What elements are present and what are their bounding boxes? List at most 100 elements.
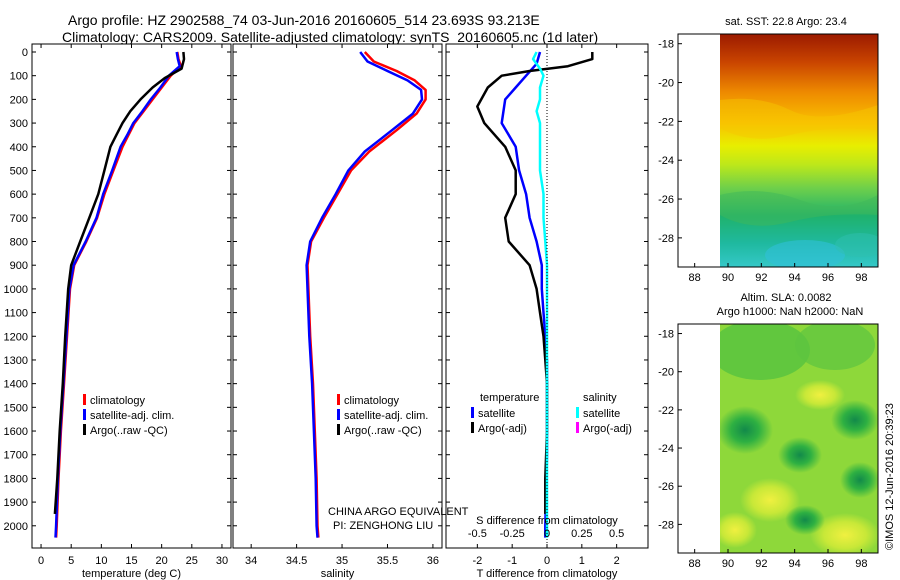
x-tick-label: 34 [245, 555, 257, 567]
map-y-tick-label: -18 [658, 329, 674, 341]
figure-title-line-1: Argo profile: HZ 2902588_74 03-Jun-2016 … [68, 12, 540, 28]
map-x-tick-label: 88 [689, 558, 701, 570]
x-tick-label: 35.5 [377, 555, 398, 567]
sla-map-title: Altim. SLA: 0.0082 [740, 292, 831, 304]
map-x-tick-label: 88 [689, 272, 701, 284]
map-x-tick-label: 98 [855, 558, 867, 570]
depth-tick-label: 1100 [4, 308, 28, 320]
temperature-xlabel: temperature (deg C) [82, 568, 181, 580]
legend-label: Argo(..raw -QC) [344, 425, 422, 437]
depth-tick-label: 1500 [4, 402, 28, 414]
x-tick-label: 0 [544, 555, 550, 567]
map-x-tick-label: 90 [722, 272, 734, 284]
series-line [53, 51, 186, 514]
map-y-tick-label: -22 [658, 405, 674, 417]
legend-swatch [337, 424, 340, 435]
legend-label: satellite [478, 408, 515, 420]
legend-swatch [471, 407, 474, 418]
map-x-tick-label: 98 [855, 272, 867, 284]
legend-label: satellite-adj. clim. [344, 410, 428, 422]
depth-tick-label: 1800 [4, 473, 28, 485]
temperature-frame [31, 43, 232, 549]
depth-tick-label: 1000 [4, 284, 28, 296]
map-y-tick-label: -28 [658, 233, 674, 245]
sla-map-panel: Altim. SLA: 0.0082 Argo h1000: NaN h2000… [658, 292, 879, 570]
depth-tick-label: 800 [10, 237, 28, 249]
map-y-tick-label: -18 [658, 39, 674, 51]
x-tick-label: 20 [156, 555, 168, 567]
map-y-tick-label: -22 [658, 116, 674, 128]
legend-label: Argo(-adj) [478, 423, 527, 435]
s-tick-label: -0.25 [500, 528, 525, 540]
map-x-tick-label: 90 [722, 558, 734, 570]
legend-label: climatology [344, 395, 400, 407]
map-x-tick-label: 92 [755, 558, 767, 570]
map-y-tick-label: -26 [658, 194, 674, 206]
map-y-tick-label: -20 [658, 78, 674, 90]
x-tick-label: 2 [614, 555, 620, 567]
map-x-tick-label: 96 [822, 272, 834, 284]
legend-swatch [83, 424, 86, 435]
salinity-frame [232, 43, 443, 549]
legend-swatch [337, 394, 340, 405]
x-tick-label: 35 [336, 555, 348, 567]
map-y-tick-label: -24 [658, 155, 674, 167]
salinity-xlabel: salinity [321, 568, 355, 580]
depth-tick-label: 500 [10, 165, 28, 177]
depth-tick-label: 1300 [4, 355, 28, 367]
legend-header: salinity [583, 392, 617, 404]
sst-map-panel: sat. SST: 22.8 Argo: 23.4 88 90 92 94 96 98 -1… [658, 16, 879, 284]
x-tick-label: 36 [427, 555, 439, 567]
depth-tick-label: 100 [10, 71, 28, 83]
sst-map-title: sat. SST: 22.8 Argo: 23.4 [725, 16, 847, 28]
legend-label: Argo(-adj) [583, 423, 632, 435]
sst-map-field [720, 34, 878, 267]
s-tick-label: 0.5 [609, 528, 624, 540]
sla-map-field [720, 324, 878, 553]
s-tick-label: 0.25 [571, 528, 592, 540]
map-y-tick-label: -24 [658, 443, 674, 455]
depth-tick-label: 1600 [4, 426, 28, 438]
sla-map-subtitle: Argo h1000: NaN h2000: NaN [717, 306, 864, 318]
depth-tick-label: 400 [10, 142, 28, 154]
map-x-tick-label: 92 [755, 272, 767, 284]
series-line [305, 51, 424, 538]
legend-swatch [337, 409, 340, 420]
salinity-panel: 34 34.5 35 35.5 36 salinity climatology satelli… [232, 43, 443, 580]
depth-tick-label: 1400 [4, 379, 28, 391]
map-y-tick-label: -20 [658, 367, 674, 379]
map-y-tick-label: -26 [658, 481, 674, 493]
depth-tick-label: 0 [22, 47, 28, 59]
s-tick-label: -0.5 [468, 528, 487, 540]
figure-title-line-2: Climatology: CARS2009. Satellite-adjuste… [62, 29, 599, 45]
difference-xlabel: T difference from climatology [477, 568, 618, 580]
legend-label: satellite [583, 408, 620, 420]
depth-tick-label: 300 [10, 118, 28, 130]
legend-swatch [83, 409, 86, 420]
credit-text: ©IMOS 12-Jun-2016 20:39:23 [884, 403, 896, 550]
x-tick-label: 1 [579, 555, 585, 567]
x-tick-label: 15 [125, 555, 137, 567]
s-tick-label: 0 [544, 528, 550, 540]
legend-swatch [83, 394, 86, 405]
sst-map-frame [677, 33, 879, 268]
x-tick-label: 5 [68, 555, 74, 567]
pi-line-1: CHINA ARGO EQUIVALENT [328, 506, 469, 518]
map-y-tick-label: -28 [658, 519, 674, 531]
x-tick-label: 34.5 [286, 555, 307, 567]
temperature-panel: 0100200300400500600700800900100011001200… [4, 43, 232, 580]
depth-tick-label: 700 [10, 213, 28, 225]
series-line [531, 51, 549, 538]
depth-tick-label: 600 [10, 189, 28, 201]
map-x-tick-label: 96 [822, 558, 834, 570]
depth-tick-label: 900 [10, 260, 28, 272]
x-tick-label: 30 [216, 555, 228, 567]
legend-label: satellite-adj. clim. [90, 410, 174, 422]
depth-tick-label: 1900 [4, 497, 28, 509]
legend-header: temperature [480, 392, 539, 404]
depth-tick-label: 200 [10, 94, 28, 106]
map-x-tick-label: 94 [789, 272, 801, 284]
legend-swatch [576, 422, 579, 433]
pi-line-2: PI: ZENGHONG LIU [333, 520, 433, 532]
